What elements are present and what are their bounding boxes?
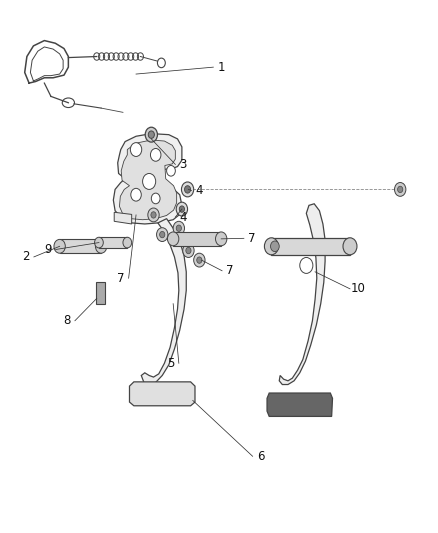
Circle shape (184, 185, 191, 193)
Text: 8: 8 (64, 314, 71, 327)
Circle shape (181, 182, 194, 197)
Circle shape (150, 149, 161, 161)
Circle shape (145, 127, 157, 142)
Circle shape (179, 206, 184, 212)
Polygon shape (114, 212, 132, 224)
Circle shape (143, 173, 155, 189)
Polygon shape (141, 219, 186, 384)
Circle shape (300, 257, 313, 273)
Circle shape (194, 253, 205, 267)
Text: 6: 6 (257, 450, 264, 463)
Circle shape (186, 247, 191, 254)
Ellipse shape (62, 98, 74, 108)
Polygon shape (279, 204, 325, 384)
Circle shape (173, 221, 184, 235)
Bar (96, 282, 106, 304)
Circle shape (183, 244, 194, 257)
Circle shape (271, 241, 279, 252)
Circle shape (151, 212, 156, 218)
Circle shape (95, 237, 103, 248)
Circle shape (151, 193, 160, 204)
Polygon shape (267, 393, 332, 416)
Circle shape (159, 231, 165, 238)
Circle shape (156, 228, 168, 241)
Circle shape (265, 238, 279, 255)
Circle shape (176, 202, 187, 216)
Circle shape (123, 237, 132, 248)
Text: 2: 2 (22, 251, 30, 263)
Circle shape (395, 182, 406, 196)
Bar (272, 238, 350, 255)
Circle shape (167, 232, 179, 246)
Text: 7: 7 (117, 272, 124, 285)
Circle shape (54, 239, 65, 253)
Circle shape (166, 165, 175, 176)
Bar (99, 237, 127, 248)
Bar (173, 232, 221, 246)
Circle shape (148, 131, 154, 139)
Text: 1: 1 (217, 61, 225, 74)
Circle shape (157, 58, 165, 68)
Circle shape (215, 232, 227, 246)
Circle shape (398, 186, 403, 192)
Circle shape (343, 238, 357, 255)
Text: 7: 7 (226, 264, 233, 277)
Circle shape (131, 188, 141, 201)
Polygon shape (113, 134, 182, 224)
Text: 4: 4 (196, 184, 203, 197)
Text: 3: 3 (180, 158, 187, 171)
Circle shape (131, 143, 142, 157)
Text: 10: 10 (350, 282, 365, 295)
Text: 7: 7 (248, 232, 255, 245)
Text: 4: 4 (180, 211, 187, 223)
Text: 5: 5 (167, 357, 175, 370)
Circle shape (95, 239, 107, 253)
Polygon shape (130, 382, 195, 406)
Polygon shape (120, 140, 177, 220)
Circle shape (197, 257, 202, 263)
Circle shape (176, 225, 181, 231)
Text: 9: 9 (44, 243, 52, 256)
Bar (60, 239, 101, 253)
Circle shape (148, 208, 159, 222)
